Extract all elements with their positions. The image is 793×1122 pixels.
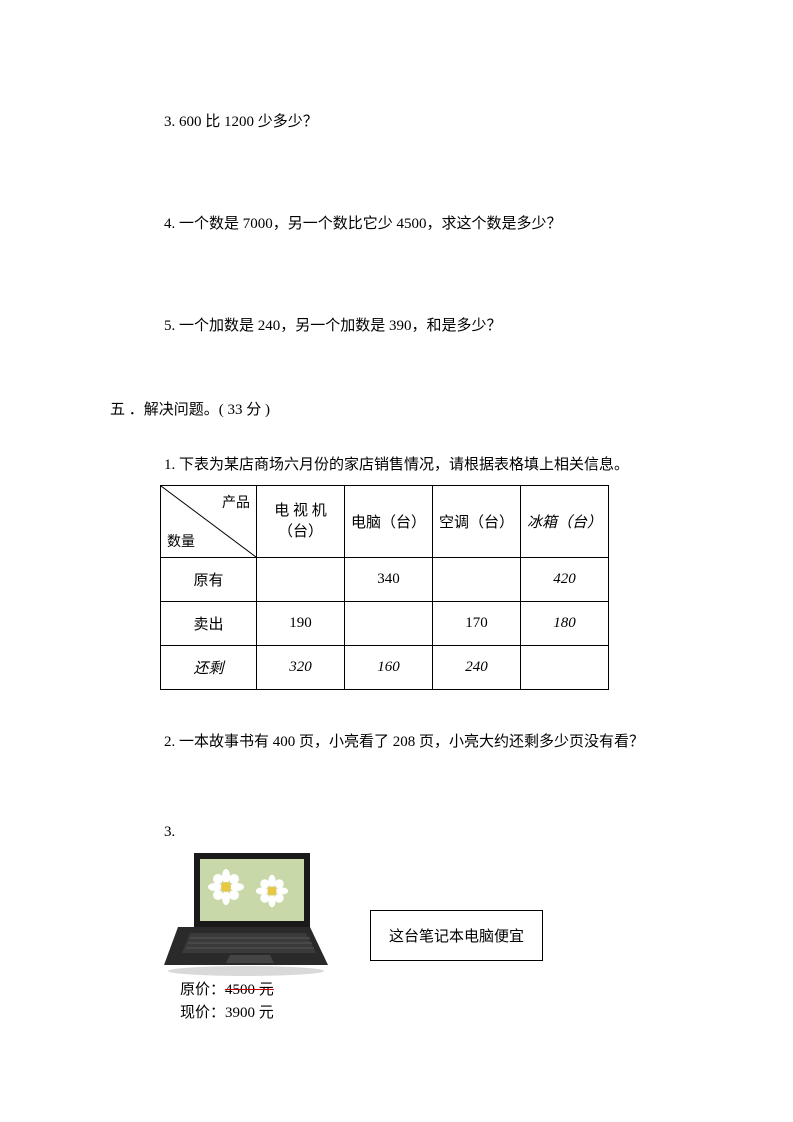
col-header-tv: 电 视 机（台） <box>257 486 345 558</box>
laptop-and-price: 原价：4500 元 现价：3900 元 <box>160 847 330 1024</box>
laptop-image <box>160 847 330 977</box>
table-cell: 240 <box>433 646 521 690</box>
diag-bottom-label: 数量 <box>167 531 195 551</box>
table-cell: 160 <box>345 646 433 690</box>
section5-q1-intro: 1. 下表为某店商场六月份的家店销售情况，请根据表格填上相关信息。 <box>164 453 703 477</box>
table-cell: 320 <box>257 646 345 690</box>
original-price-value: 4500 元 <box>225 982 274 998</box>
section5-q3-row: 原价：4500 元 现价：3900 元 这台笔记本电脑便宜 <box>160 847 703 1024</box>
question-5: 5. 一个加数是 240，另一个加数是 390，和是多少？ <box>164 314 703 338</box>
col-header-ac: 空调（台） <box>433 486 521 558</box>
current-price-label: 现价： <box>180 1005 225 1021</box>
original-price-label: 原价： <box>180 982 225 998</box>
section5-q2: 2. 一本故事书有 400 页，小亮看了 208 页，小亮大约还剩多少页没有看？ <box>164 730 703 754</box>
table-cell <box>345 602 433 646</box>
table-cell <box>521 646 609 690</box>
table-cell: 180 <box>521 602 609 646</box>
sales-table: 产品 数量 电 视 机（台） 电脑（台） 空调（台） 冰箱（台） 原有 340 … <box>160 485 609 690</box>
row-label-original: 原有 <box>161 558 257 602</box>
table-row: 还剩 320 160 240 <box>161 646 609 690</box>
table-cell <box>433 558 521 602</box>
table-diag-cell: 产品 数量 <box>161 486 257 558</box>
col-header-computer: 电脑（台） <box>345 486 433 558</box>
section5-q3-label: 3. <box>164 824 703 841</box>
table-row: 原有 340 420 <box>161 558 609 602</box>
worksheet-page: 3. 600 比 1200 少多少？ 4. 一个数是 7000，另一个数比它少 … <box>0 0 793 1122</box>
table-cell: 420 <box>521 558 609 602</box>
diag-top-label: 产品 <box>222 492 250 512</box>
col-header-fridge: 冰箱（台） <box>521 486 609 558</box>
row-label-sold: 卖出 <box>161 602 257 646</box>
section-5-title: 五 ．解决问题。( 33 分 ) <box>110 398 703 419</box>
table-row: 卖出 190 170 180 <box>161 602 609 646</box>
original-price-line: 原价：4500 元 <box>180 979 330 1002</box>
laptop-callout: 这台笔记本电脑便宜 <box>370 910 543 961</box>
current-price-value: 3900 元 <box>225 1005 274 1021</box>
laptop-icon <box>160 847 330 977</box>
table-cell: 190 <box>257 602 345 646</box>
question-4: 4. 一个数是 7000，另一个数比它少 4500，求这个数是多少？ <box>164 212 703 236</box>
row-label-remain: 还剩 <box>161 646 257 690</box>
current-price-line: 现价：3900 元 <box>180 1002 330 1025</box>
price-block: 原价：4500 元 现价：3900 元 <box>180 979 330 1024</box>
table-header-row: 产品 数量 电 视 机（台） 电脑（台） 空调（台） 冰箱（台） <box>161 486 609 558</box>
table-cell: 170 <box>433 602 521 646</box>
question-3: 3. 600 比 1200 少多少？ <box>164 110 703 134</box>
table-cell <box>257 558 345 602</box>
table-cell: 340 <box>345 558 433 602</box>
